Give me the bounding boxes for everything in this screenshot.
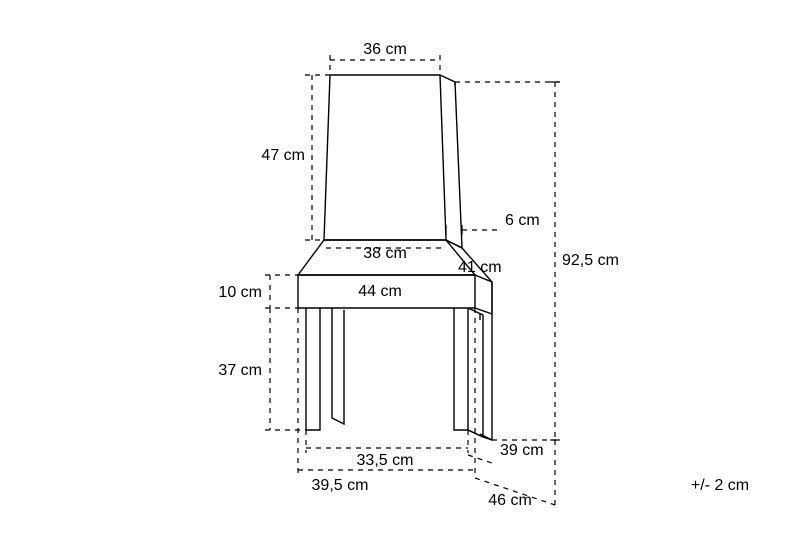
label-front-leg-span: 33,5 cm xyxy=(357,452,414,469)
tolerance-note: +/- 2 cm xyxy=(691,477,749,494)
label-leg-height: 37 cm xyxy=(218,362,262,379)
label-overall-front-width: 39,5 cm xyxy=(312,477,369,494)
label-total-height: 92,5 cm xyxy=(562,252,619,269)
label-back-height: 47 cm xyxy=(261,147,305,164)
label-side-depth: 39 cm xyxy=(500,442,544,459)
label-seat-thickness: 10 cm xyxy=(218,284,262,301)
label-back-thickness: 6 cm xyxy=(505,212,540,229)
chair-dimension-diagram: 36 cm 47 cm 6 cm 92,5 cm 38 cm 44 cm 41 … xyxy=(0,0,800,533)
label-back-top-width: 36 cm xyxy=(363,41,407,58)
label-seat-side-width: 41 cm xyxy=(458,259,502,276)
label-seat-inner-width: 38 cm xyxy=(363,245,407,262)
label-overall-depth: 46 cm xyxy=(488,492,532,509)
label-seat-front-width: 44 cm xyxy=(358,283,402,300)
